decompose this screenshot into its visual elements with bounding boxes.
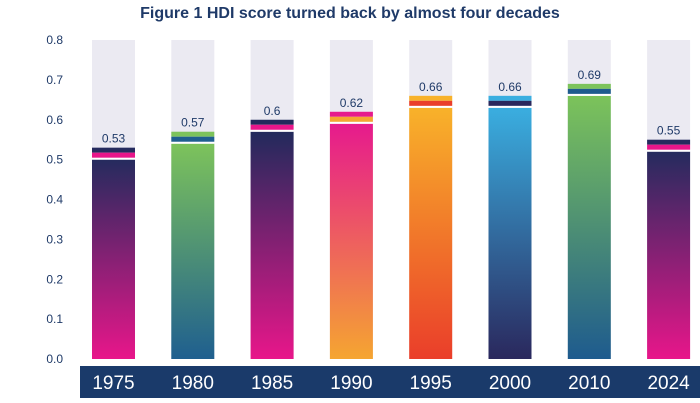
x-axis: 1975 1980 1985 1990 1995 2000 2010 2024 bbox=[92, 373, 690, 394]
bar-2010 bbox=[567, 95, 611, 360]
bar-cap bbox=[92, 152, 135, 158]
y-tick-label: 0.8 bbox=[46, 33, 63, 47]
bar-cap bbox=[171, 136, 215, 142]
bar-cap bbox=[92, 147, 135, 153]
bar-cap bbox=[250, 124, 294, 130]
bar-gap bbox=[409, 105, 453, 108]
bar-cap bbox=[250, 119, 294, 125]
bar-1990 bbox=[329, 123, 373, 360]
x-tick-label-1975: 1975 bbox=[92, 373, 134, 394]
bar-2000 bbox=[488, 107, 532, 359]
y-tick-label: 0.6 bbox=[46, 113, 63, 127]
value-label-1990: 0.62 bbox=[340, 96, 364, 110]
y-tick-label: 0.3 bbox=[46, 232, 63, 246]
x-tick-label-1995: 1995 bbox=[410, 373, 452, 394]
value-label-1975: 0.53 bbox=[102, 132, 126, 146]
value-label-1980: 0.57 bbox=[181, 116, 205, 130]
bar-cap bbox=[647, 144, 691, 150]
bars: 0.53 0.57 0.6 0.62 0.66 0.66 0.69 0.55 bbox=[92, 40, 691, 360]
value-label-2000: 0.66 bbox=[498, 80, 522, 94]
bar-1975 bbox=[92, 159, 135, 359]
bar-cap bbox=[409, 95, 453, 101]
y-tick-label: 0.0 bbox=[46, 352, 63, 366]
y-tick-label: 0.5 bbox=[46, 153, 63, 167]
bar-cap bbox=[567, 83, 611, 89]
y-tick-label: 0.2 bbox=[46, 272, 63, 286]
value-label-1995: 0.66 bbox=[419, 80, 443, 94]
bar-cap bbox=[409, 100, 453, 106]
bar-2024 bbox=[647, 151, 691, 359]
y-axis: 0.0 0.1 0.2 0.3 0.4 0.5 0.6 0.7 0.8 bbox=[46, 33, 63, 366]
value-label-2010: 0.69 bbox=[578, 68, 602, 82]
bar-1980 bbox=[171, 143, 215, 359]
y-tick-label: 0.4 bbox=[46, 193, 63, 207]
x-tick-label-2024: 2024 bbox=[647, 373, 690, 394]
bar-gap bbox=[647, 149, 691, 152]
chart-title: Figure 1 HDI score turned back by almost… bbox=[140, 5, 560, 22]
bar-gap bbox=[171, 141, 215, 144]
bar-gap bbox=[567, 93, 611, 96]
x-tick-label-1985: 1985 bbox=[251, 373, 293, 394]
bar-cap bbox=[647, 139, 691, 145]
x-tick-label-1990: 1990 bbox=[330, 373, 372, 394]
x-tick-label-1980: 1980 bbox=[172, 373, 214, 394]
bar-1995 bbox=[409, 107, 453, 359]
x-tick-label-2010: 2010 bbox=[568, 373, 610, 394]
x-tick-label-2000: 2000 bbox=[489, 373, 531, 394]
bar-gap bbox=[488, 105, 532, 108]
bar-gap bbox=[250, 129, 294, 132]
x-axis-band bbox=[80, 366, 700, 398]
bar-gap bbox=[92, 157, 135, 160]
bar-gap bbox=[329, 121, 373, 124]
bar-cap bbox=[488, 100, 532, 106]
bar-cap bbox=[329, 111, 373, 117]
value-label-2024: 0.55 bbox=[657, 124, 681, 138]
bar-cap bbox=[171, 131, 215, 137]
bar-cap bbox=[567, 88, 611, 94]
bar-cap bbox=[329, 116, 373, 122]
value-label-1985: 0.6 bbox=[264, 104, 281, 118]
y-tick-label: 0.7 bbox=[46, 73, 63, 87]
y-tick-label: 0.1 bbox=[46, 312, 63, 326]
bar-1985 bbox=[250, 131, 294, 359]
bar-cap bbox=[488, 95, 532, 101]
